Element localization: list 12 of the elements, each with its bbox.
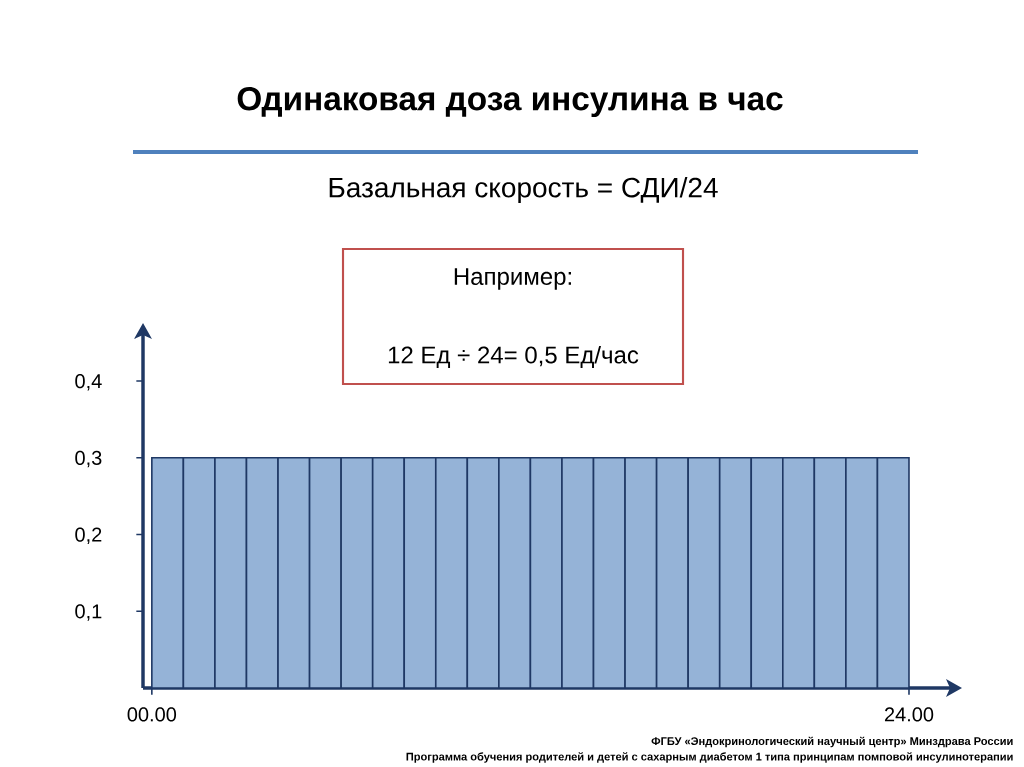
y-tick-label: 0,1: [75, 604, 102, 621]
chart-title: Одинаковая доза инсулина в час: [237, 86, 783, 117]
y-tick-label: 0,2: [75, 527, 102, 544]
text: Например:: [454, 268, 571, 290]
y-tick-label: 0,3: [75, 450, 102, 468]
x-tick-label: 00.00: [127, 707, 177, 722]
text: ФГБУ «Эндокринологический научный центр» Минздрава России: [651, 736, 1013, 748]
chart-subtitle: Базальная скорость = СДИ/24: [329, 176, 718, 203]
text: Программа обучения родителей и детей с сахарным диабетом 1 типа принципам помповой инсулинотерапии: [406, 752, 1013, 763]
annotation: 12 Ед ÷ 24= 0,5 Ед/час: [388, 345, 639, 368]
x-tick-label: 24.00: [884, 707, 934, 722]
y-tick-label: 0,4: [75, 373, 102, 391]
